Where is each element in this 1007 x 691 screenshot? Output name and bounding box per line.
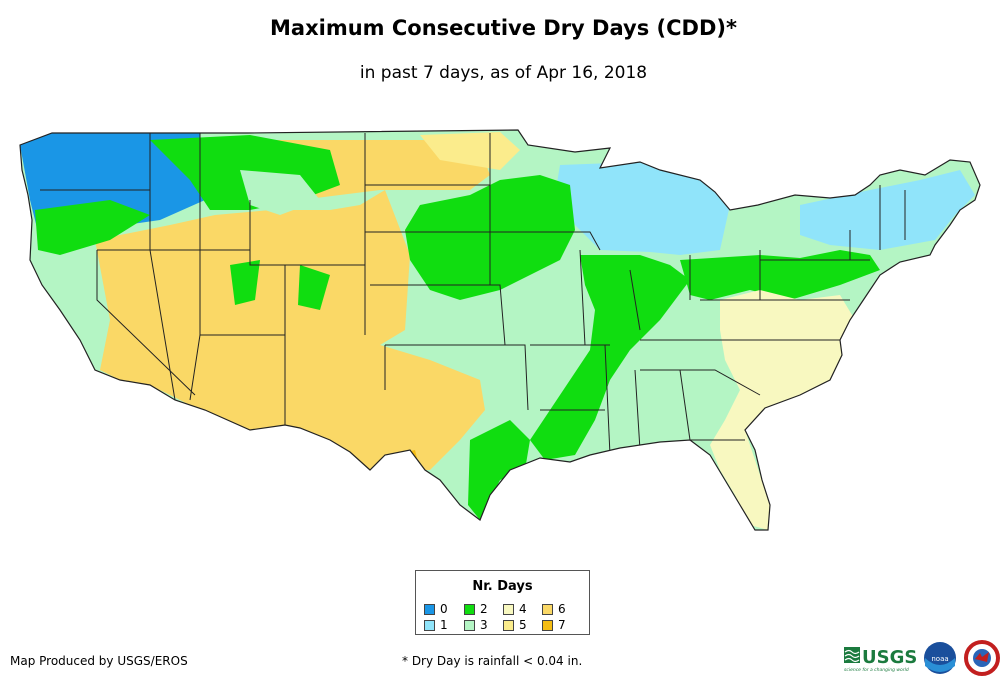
us-outline	[19, 129, 981, 531]
legend-label: 5	[519, 618, 527, 632]
legend-swatch	[464, 603, 475, 615]
svg-text:science for a changing world: science for a changing world	[844, 667, 909, 673]
legend: Nr. Days 0 1 2 3 4 5 6 7	[415, 570, 590, 635]
legend-label: 7	[558, 618, 566, 632]
usgs-logo: USGS science for a changing world	[844, 647, 917, 673]
legend-label: 0	[440, 602, 448, 616]
legend-swatch	[424, 619, 435, 631]
credit: Map Produced by USGS/EROS	[10, 654, 188, 668]
region-1-day-great-lakes	[555, 162, 730, 255]
map-title: Maximum Consecutive Dry Days (CDD)*	[270, 16, 737, 40]
footnote: * Dry Day is rainfall < 0.04 in.	[402, 654, 583, 668]
svg-text:USGS: USGS	[862, 647, 917, 668]
legend-swatch	[464, 619, 475, 631]
legend-item-0: 0	[424, 602, 448, 616]
region-2-days-colorado	[298, 265, 330, 310]
legend-label: 1	[440, 618, 448, 632]
map-subtitle: in past 7 days, as of Apr 16, 2018	[359, 63, 648, 83]
region-4-days-southeast	[710, 290, 855, 530]
region-2-days-utah	[230, 260, 260, 305]
legend-swatch	[503, 619, 514, 631]
legend-swatch	[424, 603, 435, 615]
region-1-day-northeast	[800, 170, 975, 250]
agency-logos: USGS science for a changing world noaa	[844, 640, 1000, 676]
legend-item-3: 3	[464, 618, 488, 632]
legend-label: 6	[558, 602, 566, 616]
legend-swatch	[542, 619, 553, 631]
nws-logo	[964, 640, 1000, 676]
legend-label: 4	[519, 602, 527, 616]
legend-item-7: 7	[542, 618, 566, 632]
legend-item-5: 5	[503, 618, 527, 632]
region-5-days-north-dakota	[420, 132, 520, 170]
legend-label: 3	[480, 618, 488, 632]
legend-swatch	[503, 603, 514, 615]
legend-swatch	[542, 603, 553, 615]
legend-title: Nr. Days	[472, 579, 533, 594]
region-6-days-southwest	[95, 190, 485, 470]
noaa-logo: noaa	[924, 642, 956, 674]
region-2-days-mississippi-valley	[530, 255, 690, 460]
region-2-days-oregon	[35, 200, 150, 255]
legend-item-4: 4	[503, 602, 527, 616]
legend-item-2: 2	[464, 602, 488, 616]
state-boundaries	[40, 133, 906, 456]
region-3-days-wyoming	[240, 170, 320, 215]
svg-text:noaa: noaa	[931, 655, 948, 663]
legend-label: 2	[480, 602, 488, 616]
region-2-days-ohio-valley	[680, 250, 880, 300]
legend-item-6: 6	[542, 602, 566, 616]
legend-item-1: 1	[424, 618, 448, 632]
region-2-days-east-texas	[468, 420, 530, 520]
